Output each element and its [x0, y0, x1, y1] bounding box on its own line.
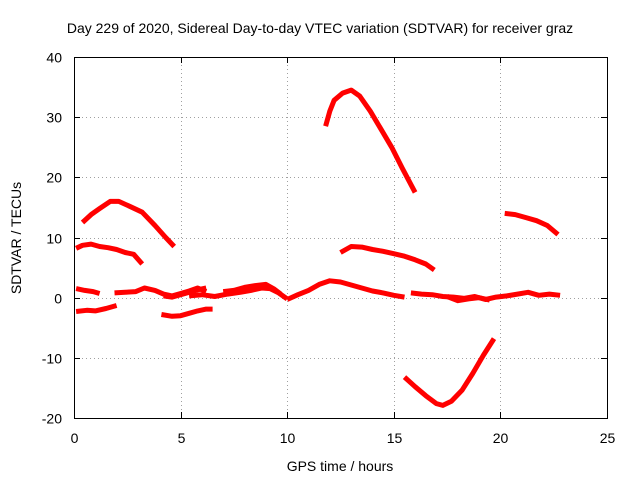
axis-ticks: 0 5 10 15 20 25 -20 -10 0 10 20 30 40: [42, 50, 616, 447]
series-arc-10: [286, 278, 405, 302]
series-arc-3: [75, 286, 101, 296]
y-tick-label: -20: [42, 411, 62, 427]
grid: [74, 57, 607, 418]
chart-title: Day 229 of 2020, Sidereal Day-to-day VTE…: [67, 20, 573, 36]
y-tick-label: 20: [46, 170, 62, 186]
series-arc-6: [163, 285, 207, 300]
x-tick-label: 20: [493, 430, 509, 446]
series-arc-1: [80, 198, 177, 249]
x-tick-label: 5: [178, 430, 186, 446]
series-arc-11: [323, 87, 418, 194]
series-arc-15: [504, 210, 560, 237]
x-tick-label: 15: [387, 430, 403, 446]
y-tick-label: 30: [46, 110, 62, 126]
x-tick-label: 0: [71, 430, 79, 446]
series-layer: [75, 87, 561, 408]
y-tick-label: 40: [46, 50, 62, 66]
series-arc-4: [75, 303, 118, 314]
series-arc-14: [446, 294, 491, 304]
series-arc-2: [75, 241, 145, 266]
series-arc-16: [402, 337, 497, 408]
x-tick-label: 25: [600, 430, 616, 446]
series-arc-7: [160, 306, 213, 319]
y-axis-label: SDTVAR / TECUs: [8, 182, 24, 294]
y-tick-label: -10: [42, 351, 62, 367]
x-axis-label: GPS time / hours: [287, 458, 394, 474]
series-arc-9: [222, 281, 283, 297]
series-arc-12: [339, 244, 436, 273]
x-tick-label: 10: [280, 430, 296, 446]
y-tick-label: 0: [54, 291, 62, 307]
y-tick-label: 10: [46, 231, 62, 247]
